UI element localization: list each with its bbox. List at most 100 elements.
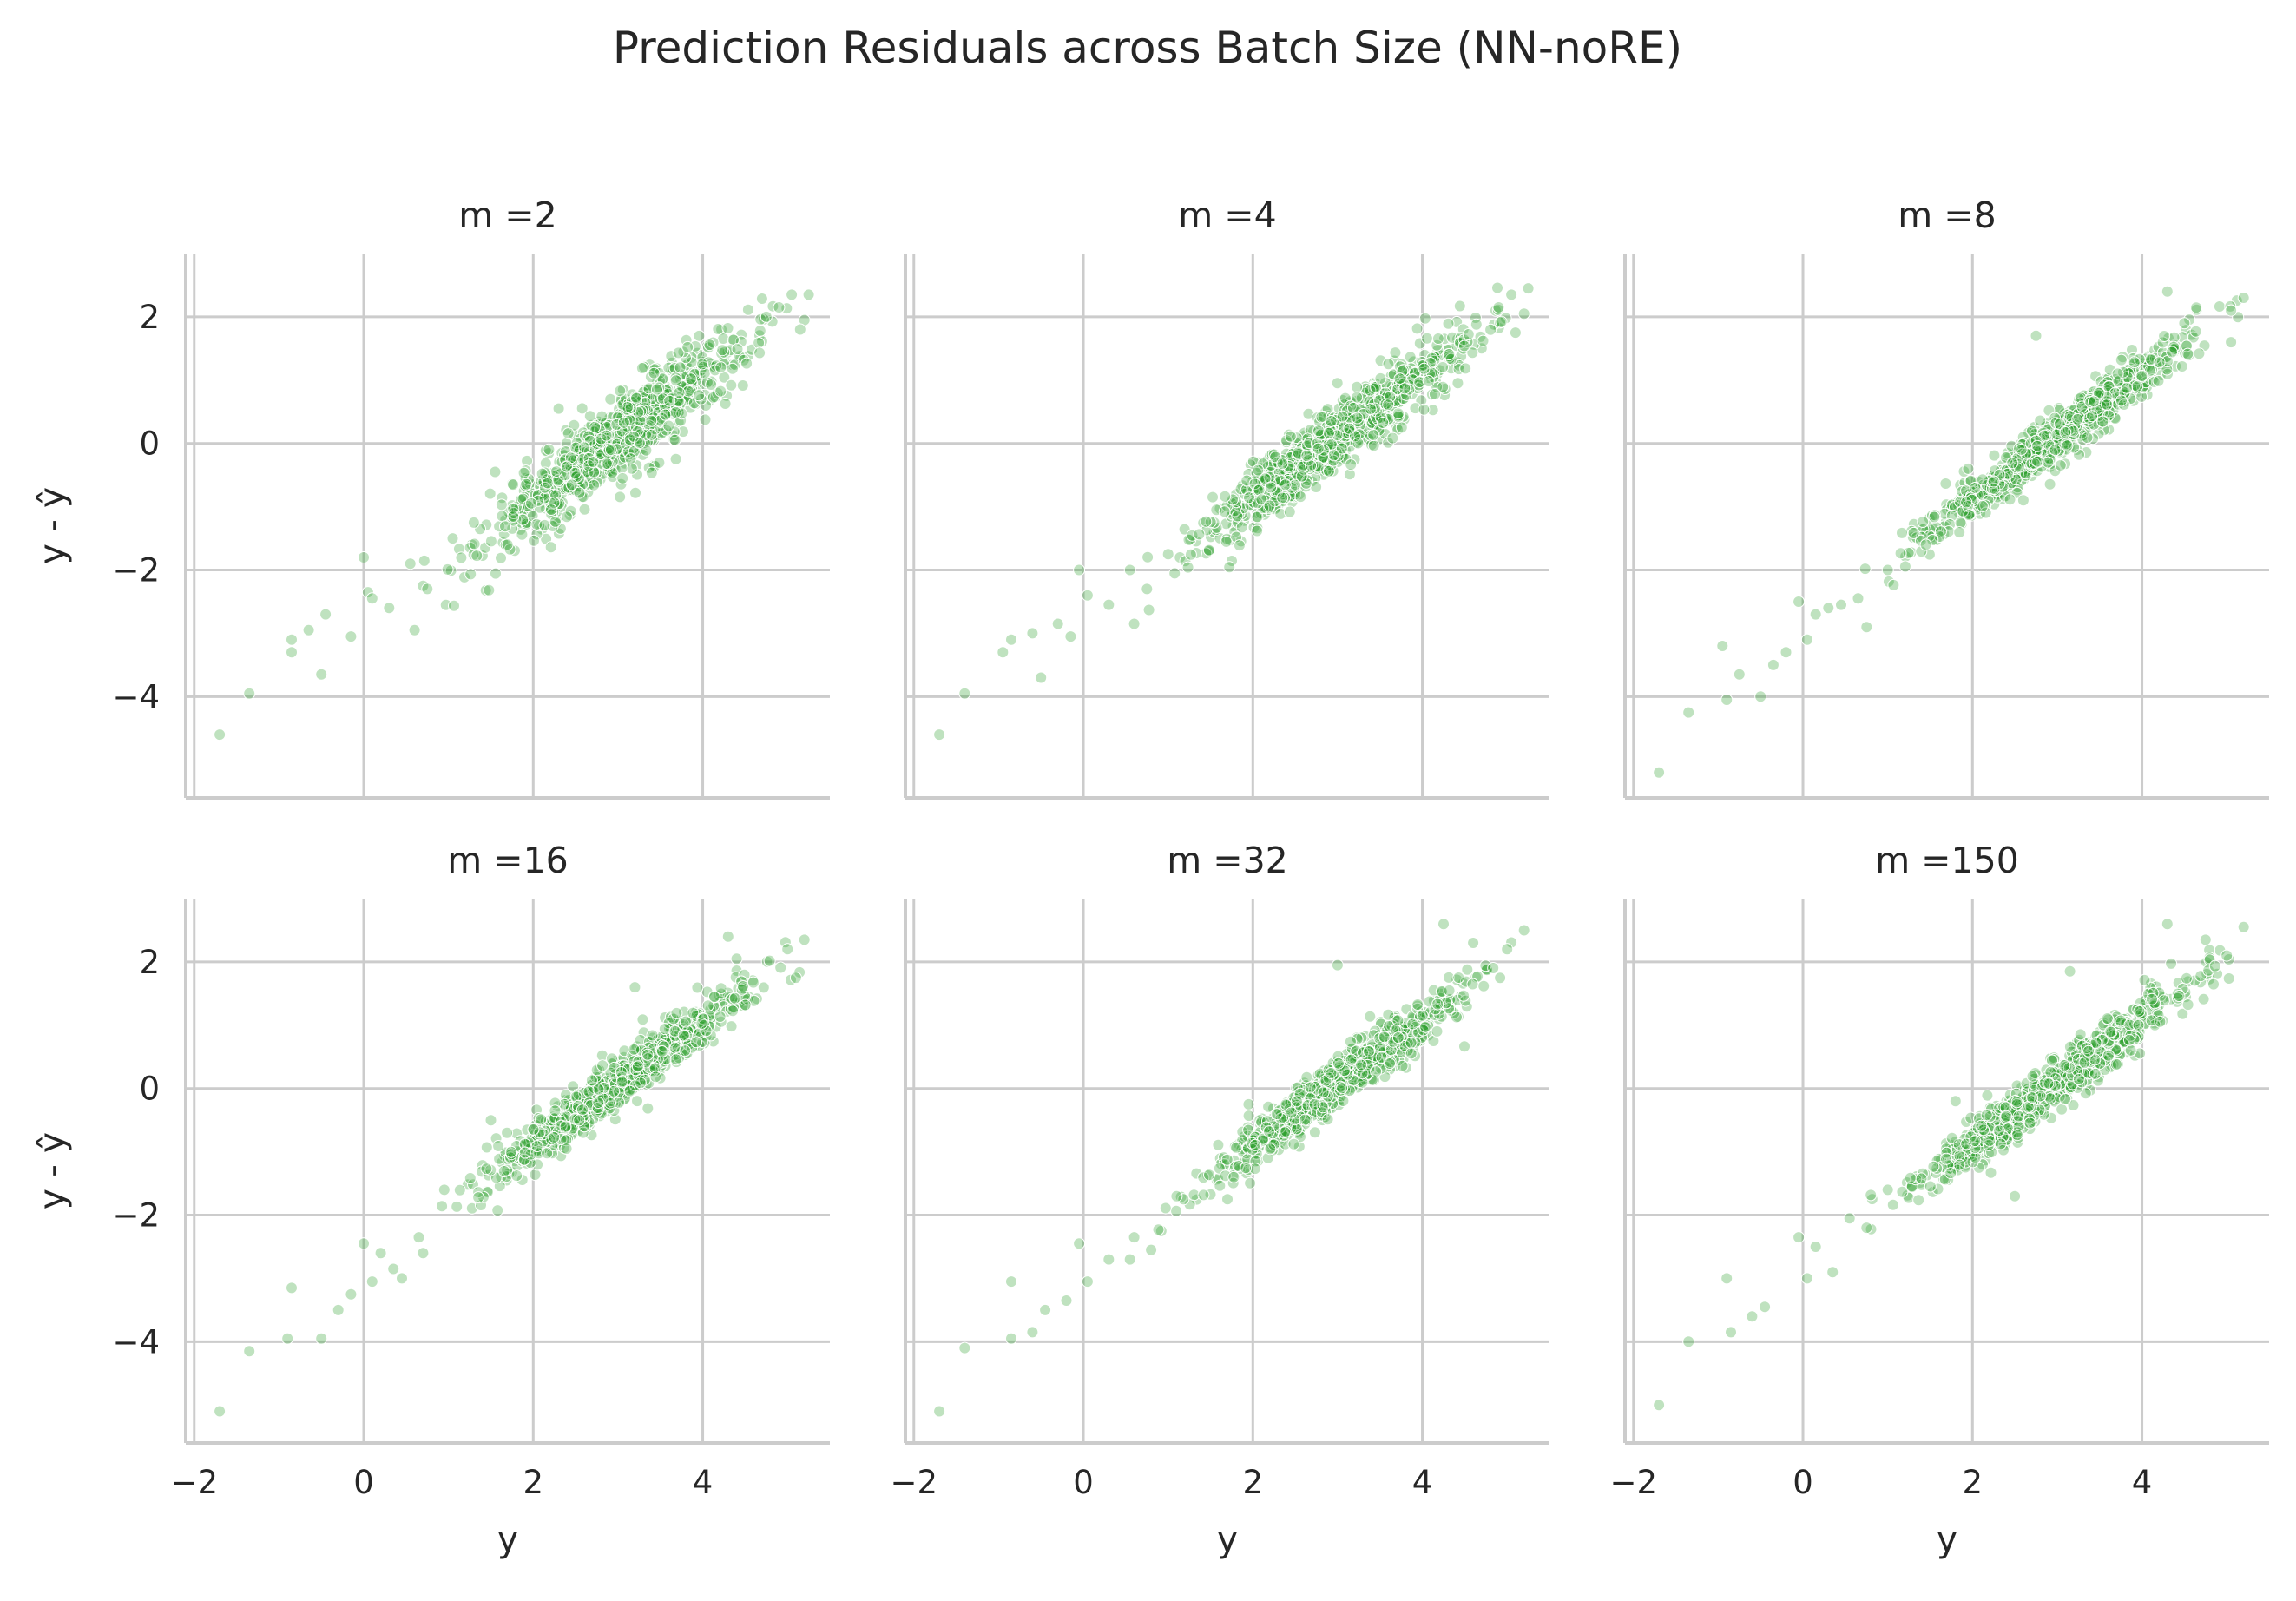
scatter-point	[649, 1071, 662, 1084]
y-tick-label: −2	[112, 552, 160, 590]
scatter-point	[455, 551, 468, 564]
scatter-points	[214, 288, 815, 741]
scatter-point	[1391, 1031, 1405, 1044]
scatter-point	[1200, 515, 1213, 528]
scatter-point	[740, 357, 753, 370]
scatter-point	[1852, 592, 1865, 605]
scatter-point	[1934, 525, 1947, 538]
scatter-point	[315, 1332, 328, 1345]
scatter-point	[2121, 381, 2134, 394]
scatter-point	[1331, 377, 1344, 390]
scatter-point	[1168, 567, 1181, 580]
scatter-point	[319, 608, 332, 621]
y-tick-label: 2	[139, 299, 160, 336]
scatter-point	[490, 567, 502, 580]
scatter-point	[1285, 1106, 1298, 1119]
scatter-point	[2138, 973, 2151, 986]
scatter-point	[681, 340, 694, 353]
scatter-point	[538, 518, 551, 531]
scatter-point	[1896, 526, 1908, 539]
scatter-point	[1406, 1018, 1419, 1031]
scatter-point	[2181, 347, 2194, 360]
scatter-point	[2180, 972, 2193, 985]
scatter-point	[2181, 998, 2194, 1011]
scatter-point	[2089, 1067, 2102, 1080]
scatter-point	[616, 471, 629, 484]
scatter-point	[705, 379, 718, 391]
y-tick-label: −4	[112, 678, 160, 715]
scatter-point	[634, 1077, 647, 1090]
scatter-point	[576, 402, 589, 415]
scatter-point	[1343, 422, 1356, 435]
scatter-point	[1251, 524, 1264, 537]
scatter-point	[1141, 583, 1154, 596]
scatter-point	[243, 1345, 256, 1358]
scatter-point	[719, 398, 732, 410]
scatter-point	[1431, 1025, 1444, 1038]
scatter-point	[1928, 511, 1941, 524]
scatter-point	[773, 301, 786, 313]
scatter-point	[491, 1204, 504, 1217]
scatter-point	[418, 554, 431, 567]
scatter-point	[1522, 282, 1535, 295]
scatter-point	[1420, 332, 1433, 345]
scatter-point	[1128, 617, 1141, 630]
panel-title: m =8	[1898, 194, 1996, 236]
scatter-point	[1081, 1275, 1094, 1288]
scatter-point	[2031, 455, 2044, 468]
scatter-point	[543, 443, 556, 456]
scatter-point	[589, 420, 602, 433]
scatter-point	[1159, 1202, 1172, 1215]
scatter-point	[1418, 312, 1431, 325]
scatter-point	[631, 1095, 643, 1108]
scatter-point	[1443, 348, 1456, 361]
scatter-point	[1431, 333, 1444, 345]
scatter-point	[1227, 1170, 1240, 1183]
x-tick-label: 0	[1073, 1464, 1094, 1501]
scatter-point	[628, 981, 641, 994]
scatter-point	[1263, 1125, 1275, 1138]
scatter-point	[712, 323, 725, 335]
scatter-point	[1284, 430, 1297, 443]
scatter-point	[479, 584, 492, 596]
scatter-point	[793, 323, 806, 336]
scatter-point	[655, 1045, 668, 1057]
scatter-point	[2166, 346, 2179, 359]
scatter-point	[653, 456, 666, 469]
scatter-point	[641, 1102, 655, 1115]
scatter-point	[1351, 412, 1364, 425]
scatter-point	[1051, 617, 1064, 630]
scatter-point	[1351, 391, 1364, 404]
scatter-point	[1391, 407, 1405, 420]
x-tick-label: 0	[353, 1464, 374, 1501]
scatter-point	[714, 385, 727, 398]
scatter-point	[1073, 563, 1086, 576]
scatter-point	[693, 329, 706, 342]
scatter-point	[757, 981, 770, 994]
scatter-point	[286, 1281, 298, 1295]
scatter-point	[1207, 491, 1219, 504]
scatter-point	[669, 374, 682, 387]
scatter-point	[1212, 1138, 1225, 1151]
scatter-point	[2056, 1103, 2069, 1116]
scatter-point	[521, 454, 534, 467]
scatter-point	[2081, 432, 2094, 444]
scatter-point	[1230, 1141, 1243, 1154]
scatter-point	[1081, 589, 1094, 602]
scatter-point	[1290, 1095, 1303, 1108]
scatter-point	[707, 990, 720, 1003]
x-tick-label: −2	[170, 1464, 218, 1501]
scatter-point	[2110, 1057, 2122, 1071]
scatter-point	[2158, 330, 2171, 342]
scatter-point	[1887, 578, 1900, 591]
scatter-point	[705, 375, 718, 388]
scatter-point	[2197, 992, 2210, 1005]
scatter-point	[1419, 1020, 1432, 1033]
scatter-point	[1304, 1081, 1317, 1094]
scatter-point	[448, 599, 460, 612]
scatter-point	[673, 386, 686, 399]
scatter-point	[1327, 449, 1340, 462]
scatter-point	[1411, 998, 1424, 1011]
scatter-point	[1509, 326, 1522, 339]
